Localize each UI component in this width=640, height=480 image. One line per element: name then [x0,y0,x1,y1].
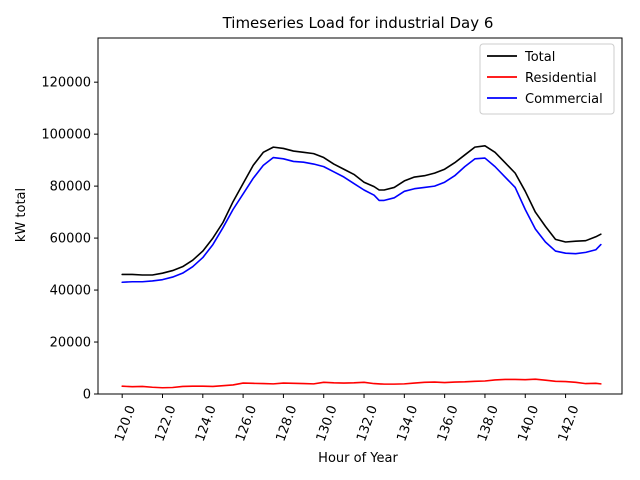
legend: Total Residential Commercial [479,43,615,115]
y-tick-label: 20000 [50,336,91,351]
y-axis: 0 20000 40000 60000 80000 100000 120000 [41,76,98,403]
y-tick-label: 40000 [50,284,91,299]
series-line-commercial [121,156,602,284]
y-tick-label: 120000 [41,76,91,91]
y-tick-label: 0 [83,388,91,403]
x-axis-label: Hour of Year [318,451,398,466]
plot-frame [97,37,623,395]
legend-label-commercial: Commercial [525,92,603,107]
y-axis-label: kW total [14,188,29,242]
y-tick-label: 80000 [50,180,91,195]
y-tick-label: 100000 [41,128,91,143]
series-line-residential [121,378,602,389]
y-tick-label: 60000 [50,232,91,247]
series-line-total [121,145,602,276]
plot-content [121,145,602,389]
legend-label-residential: Residential [525,71,597,86]
chart-title: Timeseries Load for industrial Day 6 [222,14,494,32]
legend-frame [479,43,615,115]
legend-label-total: Total [524,50,555,65]
